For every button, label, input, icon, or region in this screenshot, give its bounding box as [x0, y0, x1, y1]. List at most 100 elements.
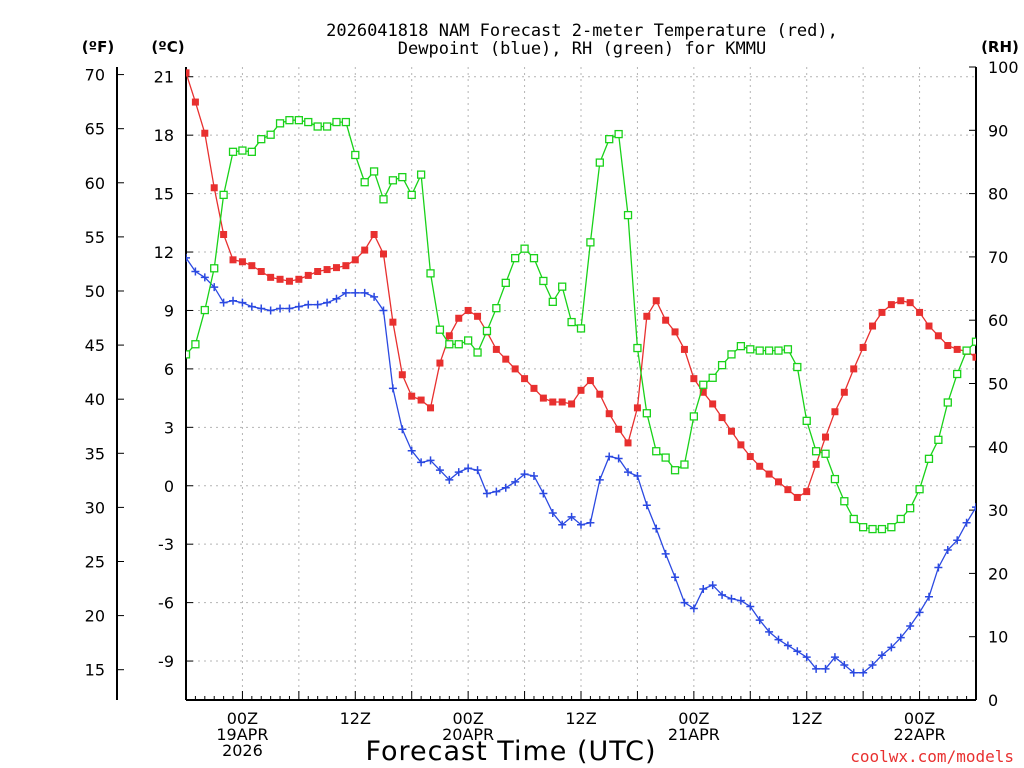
- temperature-point: [624, 439, 632, 447]
- dewpoint-point: [774, 635, 783, 644]
- dewpoint-point: [210, 283, 219, 292]
- celsius-tick-label: -6: [158, 594, 174, 613]
- rh-tick-label: 70: [988, 248, 1008, 267]
- rh-point: [736, 342, 746, 351]
- credit-text: coolwx.com/models: [850, 747, 1014, 766]
- rh-tick-label: 80: [988, 185, 1008, 204]
- dewpoint-point: [229, 296, 238, 305]
- rh-point: [896, 514, 905, 524]
- dewpoint-point: [915, 608, 924, 617]
- temperature-point: [502, 355, 510, 363]
- temperature-point: [257, 268, 265, 276]
- rh-point: [285, 116, 294, 125]
- temperature-point: [417, 396, 425, 404]
- temperature-point: [492, 345, 500, 353]
- fahrenheit-unit-label: (ºF): [82, 38, 114, 56]
- dewpoint-point: [624, 468, 633, 477]
- temperature-point: [427, 404, 435, 412]
- rh-point: [755, 346, 764, 355]
- dewpoint-point: [783, 641, 792, 650]
- celsius-unit-label: (ºC): [151, 38, 184, 56]
- rh-point: [351, 150, 360, 160]
- rh-point: [322, 122, 332, 131]
- temperature-point: [323, 266, 331, 274]
- rh-tick-label: 40: [988, 438, 1008, 457]
- dewpoint-point: [586, 518, 595, 527]
- temperature-point: [332, 264, 340, 272]
- temperature-point: [934, 332, 942, 340]
- dewpoint-point: [454, 468, 463, 477]
- celsius-tick-label: 21: [154, 68, 174, 87]
- rh-point: [191, 340, 200, 349]
- dewpoint-point: [689, 604, 698, 613]
- rh-point: [717, 360, 727, 370]
- rh-point: [699, 380, 708, 389]
- rh-point: [915, 485, 924, 494]
- rh-point: [962, 346, 971, 355]
- dewpoint-point: [473, 466, 482, 475]
- temperature-point: [897, 297, 905, 305]
- temperature-point: [530, 384, 538, 392]
- temperature-point: [615, 425, 623, 433]
- dewpoint-point: [501, 483, 510, 492]
- temperature-point: [267, 273, 275, 281]
- rh-tick-label: 10: [988, 628, 1008, 647]
- dewpoint-point: [868, 660, 877, 669]
- rh-point: [454, 340, 463, 349]
- temperature-point: [784, 486, 792, 494]
- rh-point: [586, 238, 595, 247]
- x-tick-label: 12Z: [791, 709, 822, 728]
- rh-point: [398, 172, 407, 182]
- temperature-point: [953, 345, 961, 353]
- x-tick-label: 12Z: [565, 709, 596, 728]
- temperature-point: [408, 392, 416, 400]
- temperature-point: [643, 312, 651, 320]
- rh-point: [567, 317, 576, 327]
- temperature-point: [596, 390, 604, 398]
- temperature-point: [238, 258, 246, 266]
- rh-point: [858, 523, 868, 532]
- rh-point: [793, 362, 802, 372]
- dewpoint-point: [887, 643, 896, 652]
- rh-point: [708, 373, 717, 382]
- rh-point: [924, 454, 934, 463]
- celsius-tick-label: 18: [154, 126, 174, 145]
- dewpoint-point: [671, 573, 680, 582]
- celsius-tick-label: -9: [158, 652, 174, 671]
- rh-point: [558, 282, 567, 291]
- rh-point: [186, 350, 191, 359]
- rh-point: [576, 324, 586, 333]
- rh-point: [210, 264, 219, 273]
- x-tick-label: 00Z: [227, 709, 258, 728]
- temperature-point: [944, 342, 952, 350]
- dewpoint-point: [191, 267, 200, 276]
- rh-point: [492, 304, 501, 313]
- rh-tick-label: 20: [988, 564, 1008, 583]
- temperature-point: [737, 441, 745, 449]
- series-line: [186, 119, 976, 530]
- rh-point: [680, 460, 689, 469]
- temperature-point: [558, 398, 566, 406]
- dewpoint-point: [765, 627, 774, 636]
- temperature-point: [765, 470, 773, 478]
- rh-point: [511, 254, 520, 263]
- dewpoint-point: [445, 475, 454, 484]
- fahrenheit-tick-label: 40: [85, 390, 105, 409]
- fahrenheit-tick-label: 35: [85, 444, 105, 463]
- celsius-tick-label: 15: [154, 185, 174, 204]
- dewpoint-point: [595, 475, 604, 484]
- dewpoint-point: [379, 306, 388, 315]
- temperature-point: [869, 322, 877, 330]
- temperature-point: [539, 394, 547, 402]
- dewpoint-point: [482, 489, 491, 498]
- temperature-point: [276, 275, 284, 283]
- dewpoint-point: [520, 470, 529, 479]
- dewpoint-point: [511, 477, 520, 486]
- temperature-point: [671, 328, 679, 336]
- dewpoint-point: [567, 512, 576, 521]
- dewpoint-point: [934, 563, 943, 572]
- dewpoint-point: [407, 446, 416, 455]
- temperature-point: [812, 460, 820, 468]
- dewpoint-point: [859, 668, 868, 677]
